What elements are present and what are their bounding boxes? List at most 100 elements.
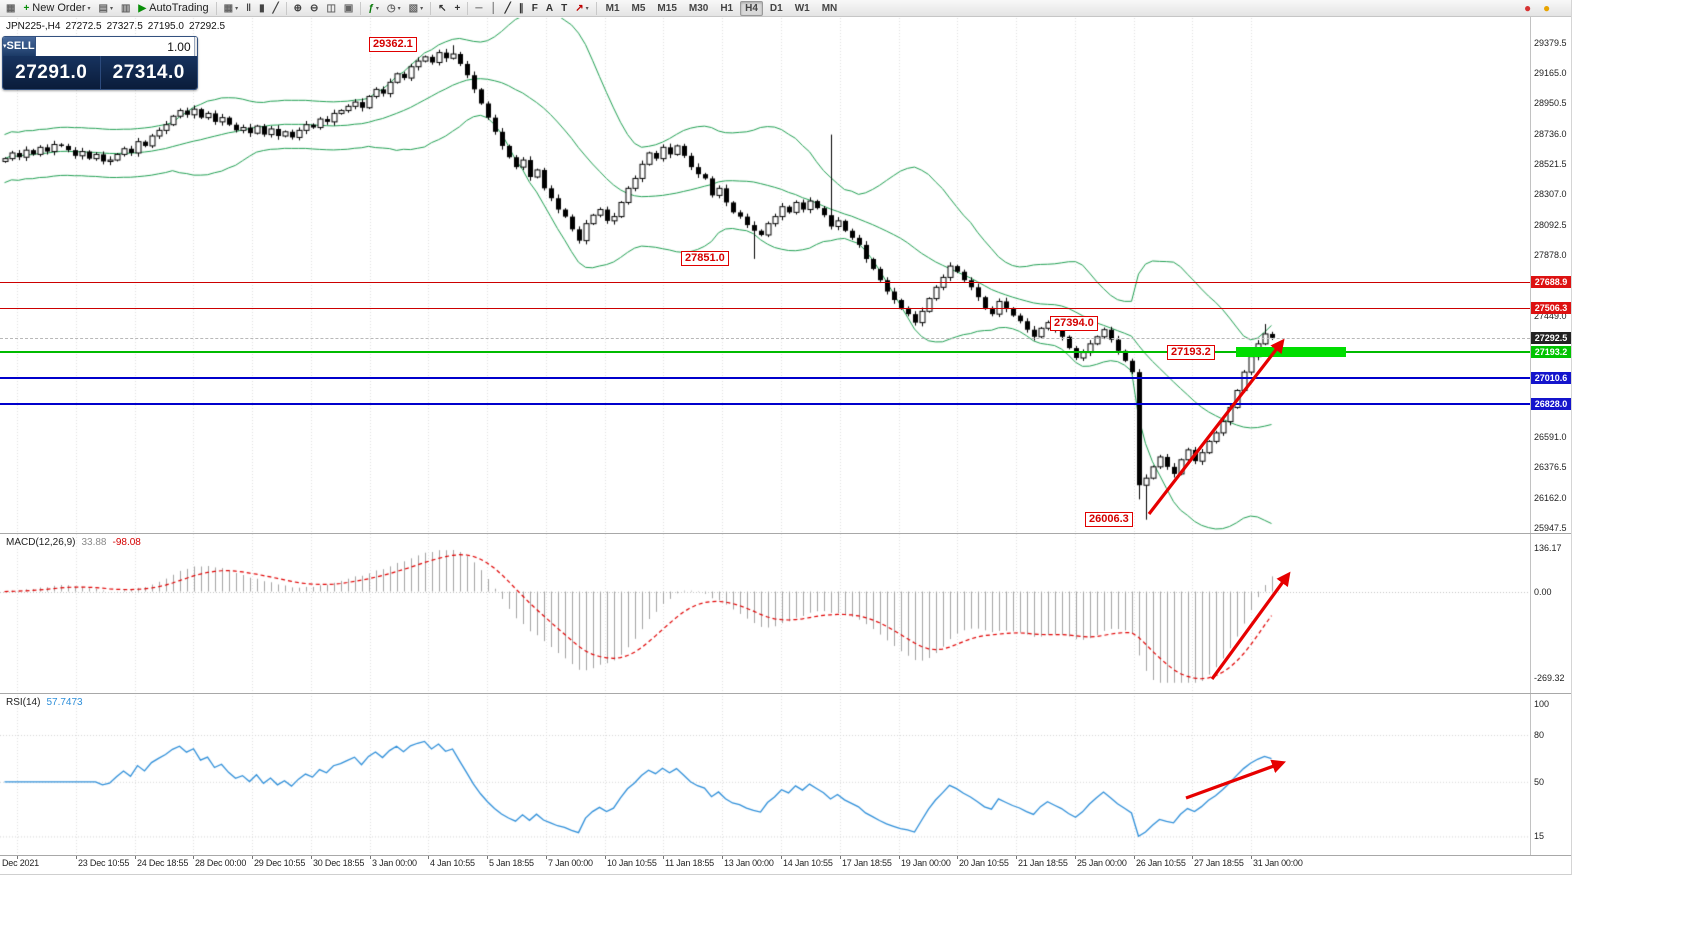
time-axis-label: 5 Jan 18:55 [489,858,534,868]
cursor-button[interactable]: ↖ [435,1,449,16]
horizontal-price-line[interactable] [0,281,1530,283]
timeframe-m30[interactable]: M30 [688,2,709,14]
text-label-button[interactable]: T [558,1,570,16]
volume-input[interactable] [35,37,194,56]
community-icon[interactable]: ● [1543,1,1551,15]
horizontal-price-line[interactable] [0,376,1530,379]
macd-title: MACD(12,26,9) [6,537,76,548]
bar-high-value: 27327.5 [106,21,143,32]
arrow-objects-icon: ↗ [575,2,584,14]
volume-down-button[interactable]: ▼ [194,46,197,56]
price-label-callout[interactable]: 27193.2 [1167,345,1215,360]
dropdown-caret-icon: ▾ [585,5,589,12]
price-axis-border [1530,17,1531,855]
price-axis-tick: 28307.0 [1534,189,1567,200]
bar-chart-icon: ‖ [246,2,252,14]
chart-window-button[interactable]: ▦ [3,1,18,16]
time-axis-tick [605,856,606,859]
timeframe-h4[interactable]: H4 [740,0,763,16]
bar-open-value: 27272.5 [65,21,102,32]
bar-chart-button[interactable]: ‖ [243,1,254,16]
autotrading-button[interactable]: ▶ AutoTrading [135,1,211,16]
rsi-axis-tick: 100 [1534,698,1550,709]
new-order-button[interactable]: + New Order ▾ [20,1,93,16]
sell-button[interactable]: SELL [6,37,35,56]
new-order-icon: + [23,2,30,14]
horizontal-price-line[interactable] [0,402,1530,405]
text-button[interactable]: A [543,1,556,16]
buy-price-button[interactable]: 27314.0 [112,62,185,83]
timeframe-w1[interactable]: W1 [794,2,810,14]
support-zone-rectangle[interactable] [1236,347,1346,357]
trendline-button[interactable]: ╱ [502,1,514,16]
time-axis-label: 14 Jan 10:55 [783,858,833,868]
horizontal-price-line[interactable] [0,307,1530,309]
candlestick-chart-button[interactable]: ▮ [256,1,268,16]
price-axis-tick: 28521.5 [1534,159,1567,170]
timeframe-h1[interactable]: H1 [720,2,734,14]
panel-separator[interactable] [0,533,1571,534]
arrow-objects-button[interactable]: ↗ ▾ [572,1,591,16]
data-window-icon: ▥ [120,2,131,14]
fibonacci-icon: F [531,2,538,14]
time-axis-label: 17 Jan 18:55 [842,858,892,868]
chart-window-icon: ▦ [6,2,16,14]
data-window-button[interactable]: ▥ [118,1,133,16]
volume-up-button[interactable]: ▲ [194,37,197,47]
templates-button[interactable]: ▧ ▾ [406,1,426,16]
horizontal-line-button[interactable]: ─ [472,1,485,16]
time-axis-tick [546,856,547,859]
price-label-callout[interactable]: 27851.0 [681,251,729,266]
tile-windows-button[interactable]: ◫ [323,1,338,16]
time-axis-tick [1016,856,1017,859]
price-axis-tick: 26591.0 [1534,432,1567,443]
timeframe-m15[interactable]: M15 [657,2,677,14]
one-click-collapse-button[interactable]: ▾ [3,37,7,56]
time-axis-label: 23 Dec 10:55 [78,858,130,868]
line-chart-button[interactable]: ╱ [270,1,282,16]
horizontal-price-line[interactable] [0,350,1530,353]
price-axis-tick: 25947.5 [1534,522,1567,533]
fibonacci-button[interactable]: F [529,1,541,16]
timeframe-m5[interactable]: M5 [631,2,646,14]
price-label-callout[interactable]: 26006.3 [1085,512,1133,527]
time-axis-label: 10 Jan 10:55 [607,858,657,868]
zoom-out-button[interactable]: ⊖ [307,1,321,16]
time-axis-label: Dec 2021 [2,858,39,868]
sell-price-button[interactable]: 27291.0 [3,56,101,89]
rsi-axis-tick: 80 [1534,730,1545,740]
rsi-value: 57.7473 [46,697,83,708]
new-chart-icon: ▦ [223,2,234,14]
cascade-windows-button[interactable]: ▣ [341,1,356,16]
time-axis-label: 11 Jan 18:55 [665,858,714,868]
timeframe-mn[interactable]: MN [821,2,838,14]
periods-button[interactable]: ◷ ▾ [384,1,404,16]
time-axis-tick [76,856,77,859]
time-axis-tick [781,856,782,859]
time-axis-tick [428,856,429,859]
timeframe-m1[interactable]: M1 [605,2,620,14]
new-order-button-label: New Order [32,2,86,14]
price-axis-tick: 27449.0 [1534,310,1567,321]
macd-signal-value: -98.08 [112,537,141,548]
chart-profiles-button[interactable]: ▤ ▾ [96,1,116,16]
vertical-line-button[interactable]: │ [487,1,499,16]
mql5-icon[interactable]: ● [1524,1,1532,15]
crosshair-button[interactable]: + [452,1,464,16]
time-axis-tick [1134,856,1135,859]
one-click-trading-panel: ▾ SELL ▲ ▼ BUY 27291.0 27314.0 [2,36,198,90]
panel-separator[interactable] [0,693,1571,694]
indicators-button[interactable]: ƒ ▾ [365,1,382,16]
time-axis-label: 31 Jan 00:00 [1253,858,1303,868]
channel-button[interactable]: ∥ [516,1,527,16]
timeframe-d1[interactable]: D1 [769,2,783,14]
indicators-icon: ƒ [368,2,374,14]
price-label-callout[interactable]: 29362.1 [369,37,417,52]
zoom-in-button[interactable]: ⊕ [291,1,305,16]
price-label-callout[interactable]: 27394.0 [1050,316,1098,331]
dropdown-caret-icon: ▾ [87,5,91,12]
new-chart-button[interactable]: ▦ ▾ [221,1,241,16]
time-axis-tick [899,856,900,859]
dropdown-caret-icon: ▾ [235,5,239,12]
